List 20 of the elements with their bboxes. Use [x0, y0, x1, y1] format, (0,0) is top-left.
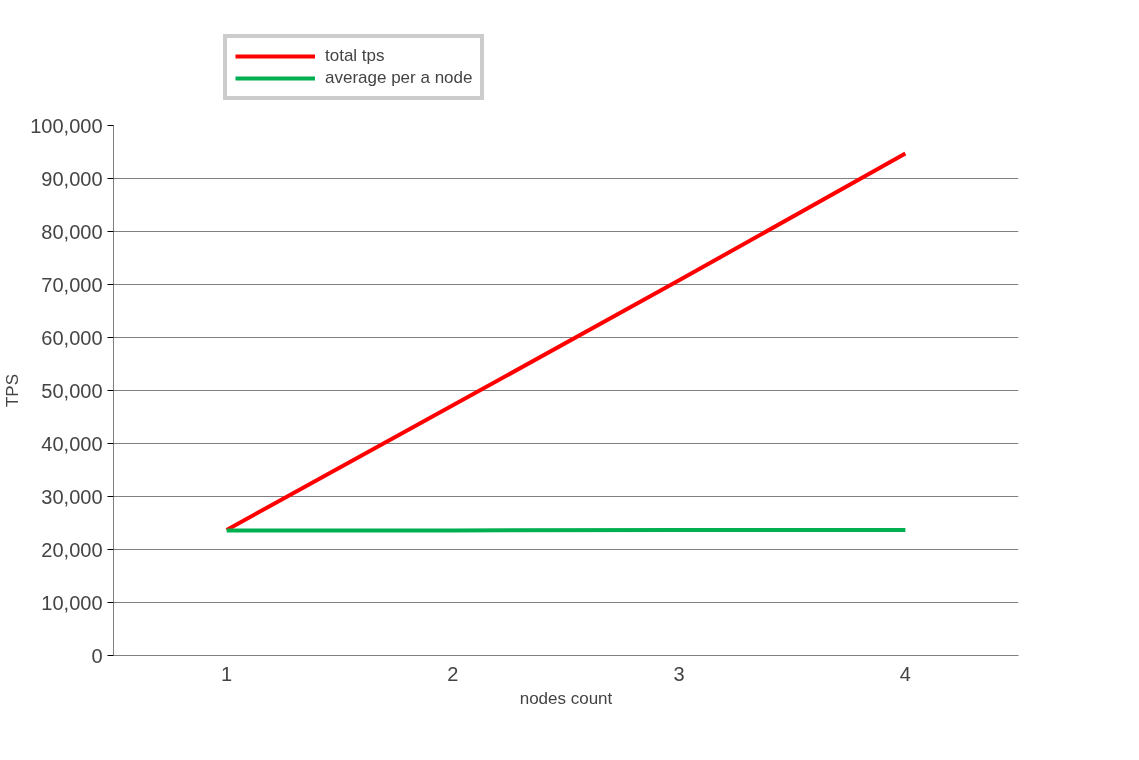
- legend-label: average per a node: [325, 68, 473, 88]
- y-tick-label: 100,000: [30, 114, 103, 137]
- x-tick-label: 1: [221, 662, 233, 685]
- x-axis-title: nodes count: [519, 688, 613, 708]
- x-tick-label: 3: [673, 662, 685, 685]
- y-tick-label: 80,000: [41, 220, 103, 243]
- x-tick-label: 2: [447, 662, 459, 685]
- y-tick-label: 50,000: [41, 379, 103, 402]
- y-tick-label: 60,000: [41, 326, 103, 349]
- y-tick-label: 40,000: [41, 432, 103, 455]
- y-tick-label: 30,000: [41, 485, 103, 508]
- y-tick-label: 0: [91, 644, 103, 667]
- y-tick-label: 90,000: [41, 167, 103, 190]
- x-tick-label: 4: [899, 662, 911, 685]
- y-axis-title: TPS: [3, 373, 23, 408]
- legend-label: total tps: [325, 46, 385, 66]
- y-tick-label: 20,000: [41, 538, 103, 561]
- y-tick-label: 10,000: [41, 591, 103, 614]
- line-series: [224, 151, 908, 532]
- y-tick-label: 70,000: [41, 273, 103, 296]
